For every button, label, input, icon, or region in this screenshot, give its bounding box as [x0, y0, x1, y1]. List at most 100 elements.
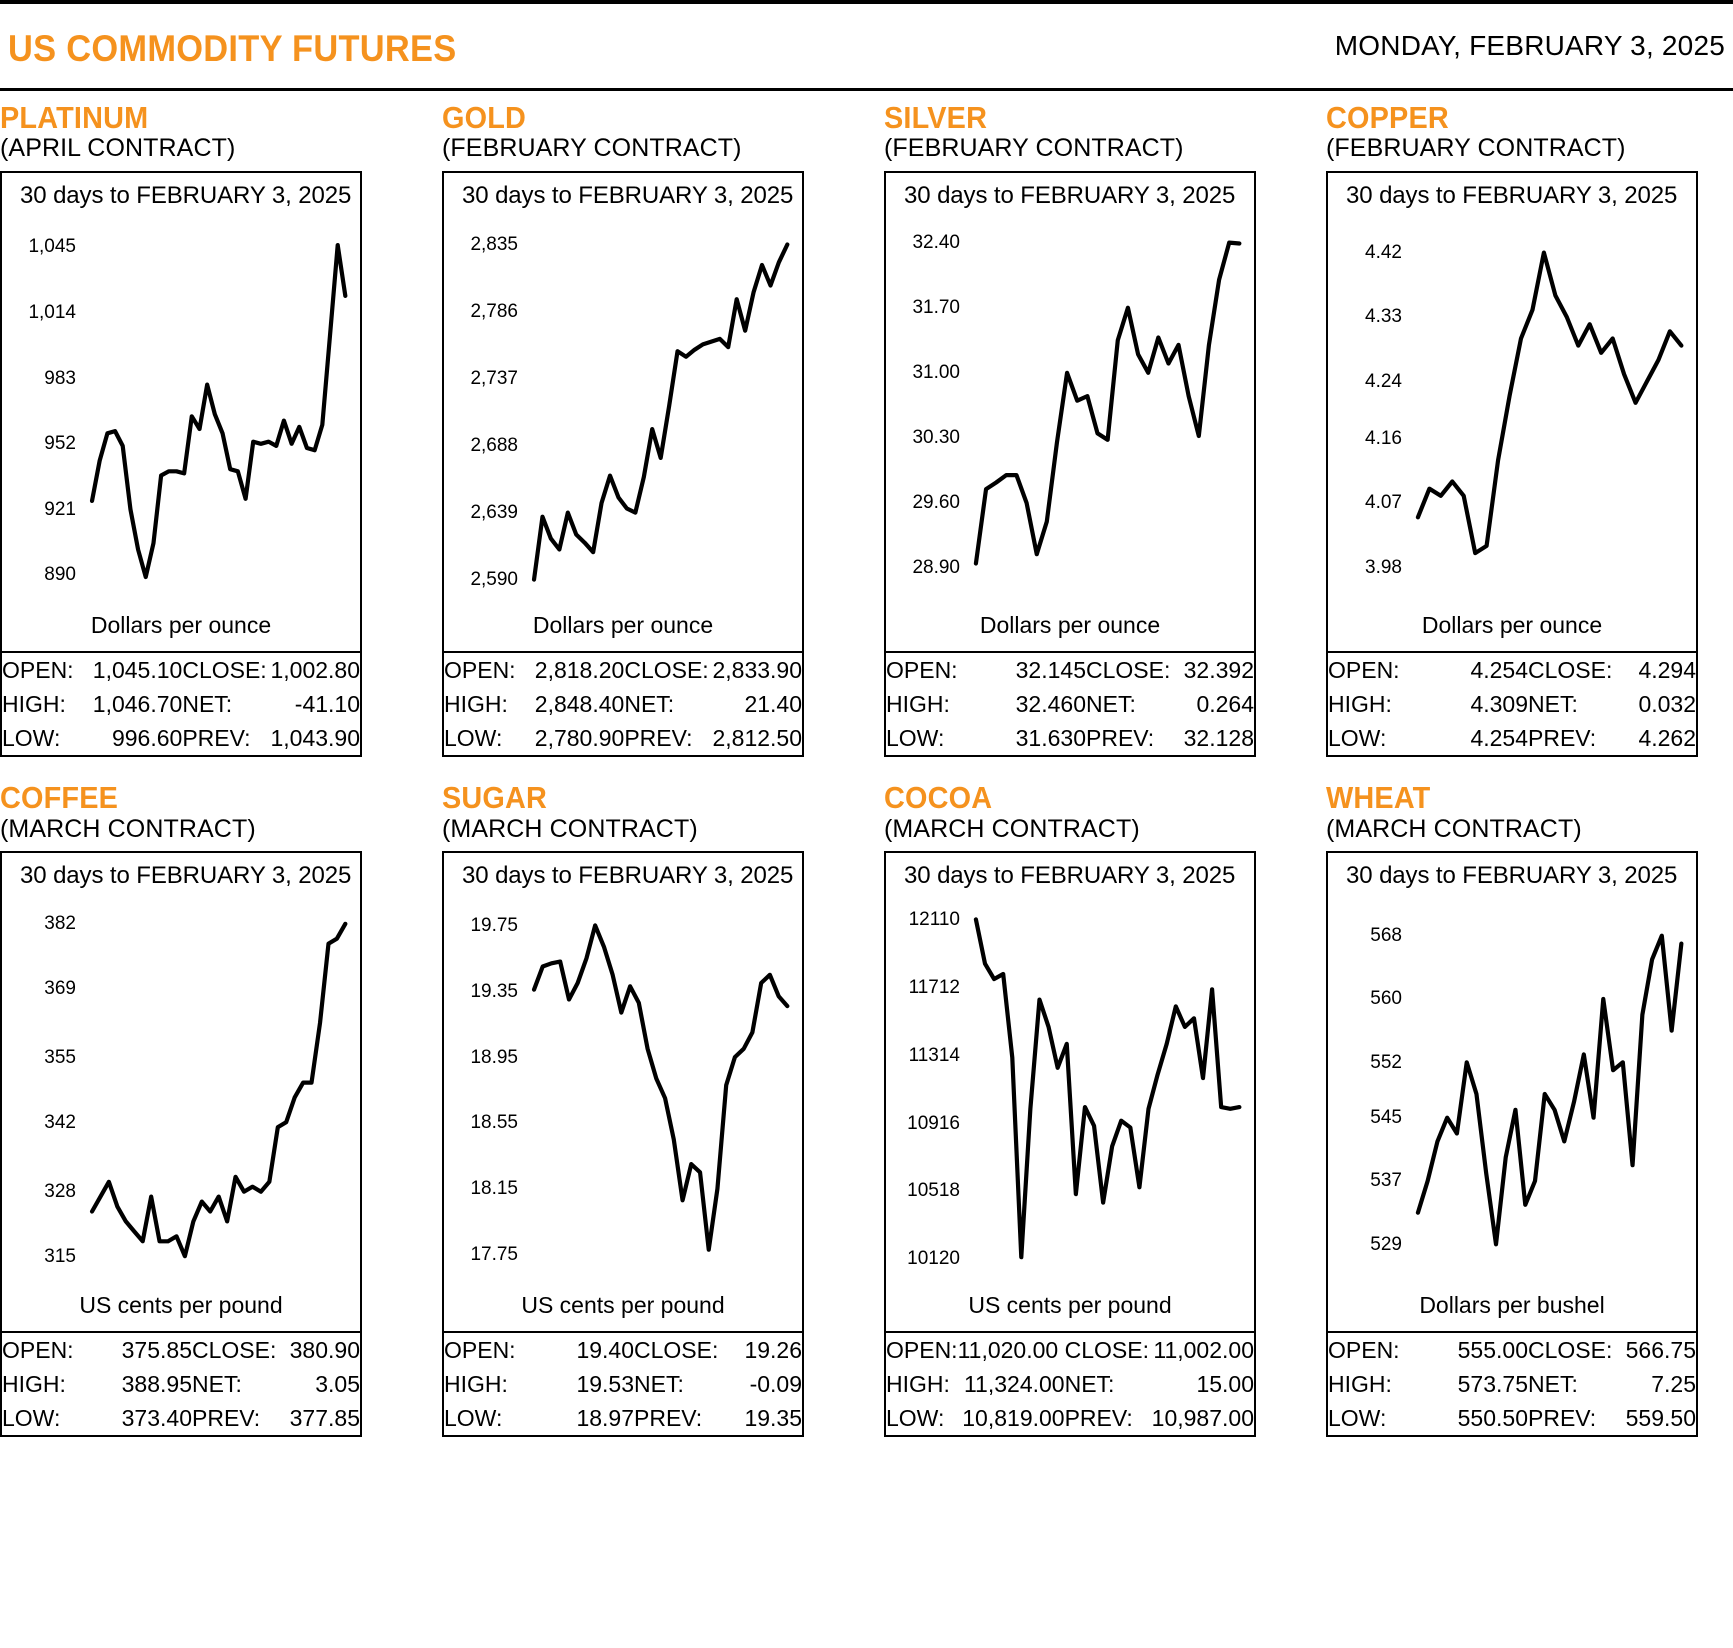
- chart-unit-label: US cents per pound: [968, 1292, 1172, 1319]
- stat-low-label: LOW:: [1328, 725, 1387, 752]
- stat-prev-value: 2,812.50: [712, 725, 802, 752]
- price-line-chart: [886, 890, 1254, 1290]
- stat-open-value: 1,045.10: [92, 657, 183, 684]
- stat-prev-label: PREV:: [634, 1405, 703, 1432]
- table-divider: [886, 651, 1254, 654]
- y-axis-tick: 12110: [908, 908, 960, 930]
- commodity-name-gold: GOLD: [442, 100, 527, 135]
- stat-low-value: 4.254: [1470, 725, 1528, 752]
- stat-high-label: HIGH:: [1328, 691, 1392, 718]
- commodity-cell-gold: GOLD (FEBRUARY CONTRACT) 30 days to FEBRUA…: [442, 91, 844, 758]
- chart-title: 30 days to FEBRUARY 3, 2025: [904, 862, 1236, 890]
- y-axis-tick: 952: [44, 433, 76, 455]
- y-axis-tick: 2,590: [470, 568, 518, 590]
- y-axis-tick: 2,737: [470, 367, 518, 389]
- table-divider: [1328, 651, 1696, 654]
- commodity-name-copper: COPPER: [1326, 100, 1449, 135]
- y-axis-tick: 10518: [907, 1180, 960, 1202]
- chart-unit-label: US cents per pound: [79, 1292, 283, 1319]
- price-series-line: [976, 243, 1239, 564]
- commodity-contract-wheat: (MARCH CONTRACT): [1326, 814, 1582, 843]
- commodity-name-coffee: COFFEE: [0, 780, 119, 816]
- y-axis-tick: 4.24: [1365, 370, 1402, 392]
- table-row: LOW: 10,819.00 PREV: 10,987.00: [886, 1401, 1254, 1435]
- table-row: OPEN: 1,045.10 CLOSE: 1,002.80: [2, 653, 360, 687]
- price-series-line: [534, 245, 787, 580]
- page-header: US COMMODITY FUTURES Source: REUTERS MON…: [0, 0, 1733, 88]
- table-row: OPEN: 4.254 CLOSE: 4.294: [1328, 653, 1696, 687]
- stat-prev-value: 559.50: [1625, 1405, 1696, 1432]
- stat-close-label: CLOSE:: [634, 1337, 719, 1364]
- y-axis-tick: 890: [44, 564, 76, 586]
- stat-net-label: NET:: [182, 691, 233, 718]
- stat-high-value: 2,848.40: [534, 691, 625, 718]
- y-axis-tick: 2,639: [470, 501, 518, 523]
- chart-panel-sugar: 30 days to FEBRUARY 3, 2025 19.75 19.35 18.…: [442, 851, 804, 1438]
- chart-title: 30 days to FEBRUARY 3, 2025: [20, 182, 352, 210]
- y-axis-tick: 11314: [908, 1044, 960, 1066]
- table-row: LOW: 550.50 PREV: 559.50: [1328, 1401, 1696, 1435]
- chart-panel-silver: 30 days to FEBRUARY 3, 2025 32.40 31.70 31.…: [884, 171, 1256, 758]
- y-axis-tick: 369: [44, 977, 76, 999]
- y-axis-tick: 983: [44, 367, 76, 389]
- panel-row-bottom: COFFEE (MARCH CONTRACT) 30 days to FEBRUAR…: [0, 771, 1733, 1438]
- y-axis-tick: 328: [44, 1181, 76, 1203]
- stat-close-label: CLOSE:: [192, 1337, 277, 1364]
- chart-plot-area: 382 369 355 342 328 315: [2, 890, 360, 1290]
- stats-table: OPEN: 19.40 CLOSE: 19.26 HIGH: 19.53 NET: -0.09…: [444, 1333, 802, 1435]
- table-row: HIGH: 32.460 NET: 0.264: [886, 687, 1254, 721]
- chart-title: 30 days to FEBRUARY 3, 2025: [462, 182, 794, 210]
- stat-net-label: NET:: [634, 1371, 684, 1398]
- stat-net-value: -0.09: [749, 1371, 802, 1398]
- chart-plot-area: 12110 11712 11314 10916 10518 10120: [886, 890, 1254, 1290]
- stat-high-label: HIGH:: [444, 691, 508, 718]
- stats-table: OPEN: 4.254 CLOSE: 4.294 HIGH: 4.309 NET: 0.032…: [1328, 653, 1696, 755]
- chart-panel-gold: 30 days to FEBRUARY 3, 2025 2,835 2,786 2,7…: [442, 171, 804, 758]
- y-axis-tick: 4.07: [1365, 492, 1402, 514]
- price-line-chart: [444, 890, 802, 1290]
- table-row: HIGH: 1,046.70 NET: -41.10: [2, 687, 360, 721]
- chart-panel-copper: 30 days to FEBRUARY 3, 2025 4.42 4.33 4.24 4…: [1326, 171, 1698, 758]
- y-axis-tick: 545: [1370, 1107, 1402, 1129]
- stat-high-value: 32.460: [1015, 691, 1086, 718]
- y-axis-tick: 552: [1370, 1051, 1402, 1073]
- y-axis-tick: 19.75: [470, 914, 518, 936]
- price-series-line: [92, 924, 345, 1256]
- table-row: HIGH: 11,324.00 NET: 15.00: [886, 1367, 1254, 1401]
- price-series-line: [976, 920, 1239, 1258]
- stat-high-value: 1,046.70: [92, 691, 183, 718]
- y-axis-tick: 18.95: [470, 1046, 518, 1068]
- y-axis-tick: 1,014: [28, 301, 76, 323]
- chart-plot-area: 19.75 19.35 18.95 18.55 18.15 17.75: [444, 890, 802, 1290]
- chart-title: 30 days to FEBRUARY 3, 2025: [1346, 182, 1678, 210]
- table-row: HIGH: 2,848.40 NET: 21.40: [444, 687, 802, 721]
- y-axis-tick: 4.42: [1365, 241, 1402, 263]
- chart-panel-cocoa: 30 days to FEBRUARY 3, 2025 12110 11712 113…: [884, 851, 1256, 1438]
- stat-high-label: HIGH:: [2, 691, 66, 718]
- commodity-contract-cocoa: (MARCH CONTRACT): [884, 814, 1140, 843]
- y-axis-tick: 11712: [908, 976, 960, 998]
- table-row: HIGH: 388.95 NET: 3.05: [2, 1367, 360, 1401]
- y-axis-tick: 315: [44, 1245, 76, 1267]
- stat-open-value: 19.40: [576, 1337, 634, 1364]
- stat-prev-label: PREV:: [1086, 725, 1155, 752]
- stat-prev-value: 32.128: [1183, 725, 1254, 752]
- stat-net-label: NET:: [192, 1371, 242, 1398]
- stat-close-value: 566.75: [1625, 1337, 1696, 1364]
- chart-plot-area: 568 560 552 545 537 529: [1328, 890, 1696, 1290]
- y-axis-tick: 31.00: [912, 362, 960, 384]
- chart-unit-label: Dollars per ounce: [532, 612, 714, 639]
- y-axis-tick: 10120: [907, 1248, 960, 1270]
- stat-open: OPEN:11,020.00: [886, 1337, 1059, 1364]
- y-axis-tick: 18.15: [470, 1178, 518, 1200]
- stat-low-label: LOW:: [886, 1405, 945, 1432]
- commodity-contract-sugar: (MARCH CONTRACT): [442, 814, 698, 843]
- stat-prev-label: PREV:: [624, 725, 693, 752]
- chart-plot-area: 2,835 2,786 2,737 2,688 2,639 2,590: [444, 210, 802, 610]
- table-row: LOW: 18.97 PREV: 19.35: [444, 1401, 802, 1435]
- chart-unit-label: Dollars per ounce: [90, 612, 272, 639]
- stat-prev-label: PREV:: [1064, 1405, 1133, 1432]
- y-axis-tick: 568: [1370, 925, 1402, 947]
- y-axis-tick: 28.90: [912, 557, 960, 579]
- stat-close-label: CLOSE:: [1086, 657, 1171, 684]
